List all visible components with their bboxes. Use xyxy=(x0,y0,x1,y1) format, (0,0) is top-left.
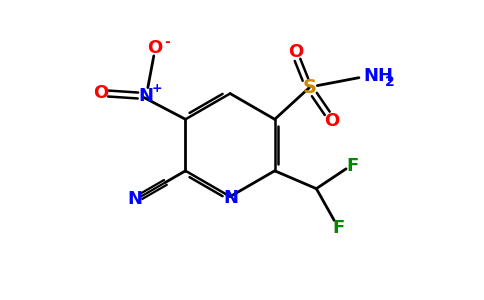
Text: 2: 2 xyxy=(385,75,394,88)
Text: NH: NH xyxy=(363,67,393,85)
Text: N: N xyxy=(127,190,142,208)
Text: +: + xyxy=(151,82,162,95)
Text: F: F xyxy=(347,157,359,175)
Text: O: O xyxy=(325,112,340,130)
Text: O: O xyxy=(147,39,163,57)
Text: N: N xyxy=(224,189,239,207)
Text: N: N xyxy=(138,86,153,104)
Text: S: S xyxy=(302,78,317,97)
Text: F: F xyxy=(332,219,344,237)
Text: O: O xyxy=(92,83,108,101)
Text: -: - xyxy=(164,35,169,49)
Text: O: O xyxy=(288,43,303,61)
